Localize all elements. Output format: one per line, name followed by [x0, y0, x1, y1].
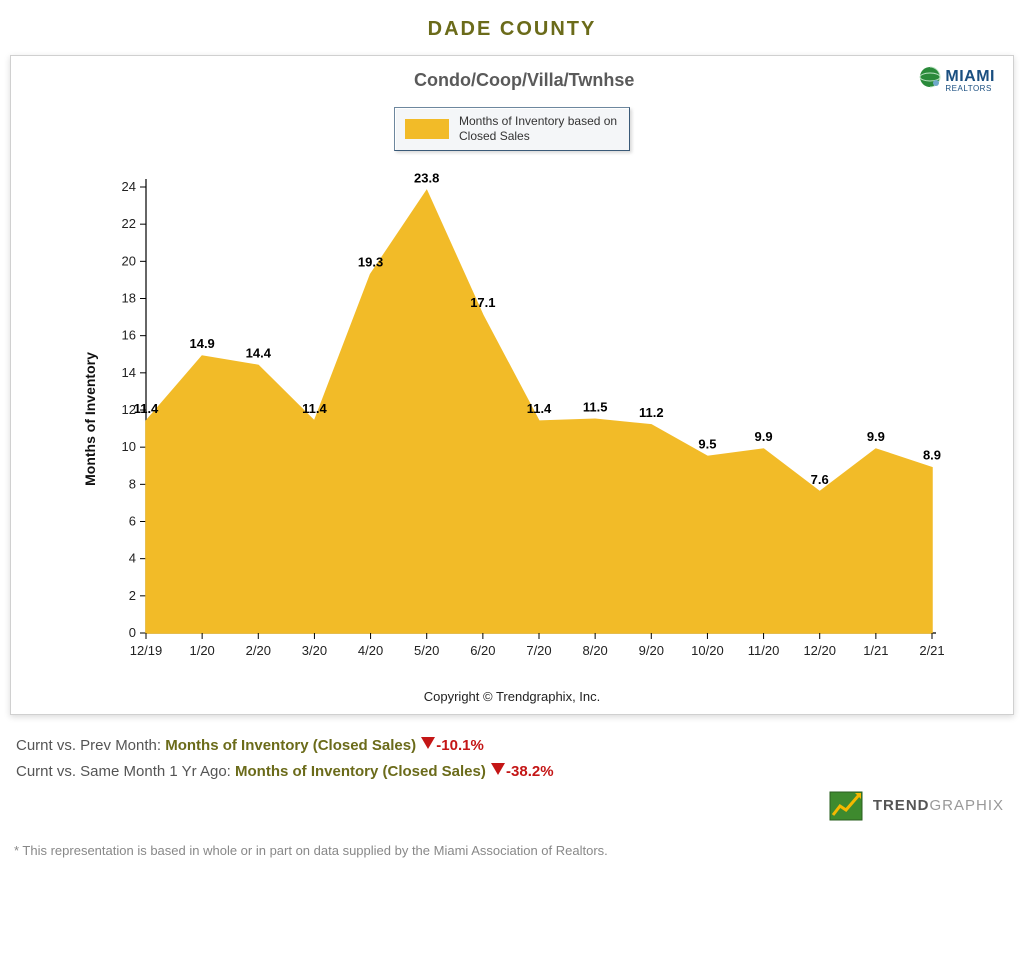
svg-text:18: 18: [122, 291, 136, 306]
svg-text:11.4: 11.4: [134, 401, 159, 416]
legend-label: Months of Inventory based on Closed Sale…: [459, 114, 619, 144]
stat-pct: -38.2%: [506, 763, 554, 780]
stat-metric: Months of Inventory (Closed Sales): [235, 763, 486, 780]
chart-header: Condo/Coop/Villa/Twnhse MIAMI REALTORS: [29, 70, 995, 93]
svg-text:11.5: 11.5: [583, 399, 608, 414]
svg-text:10/20: 10/20: [691, 643, 724, 658]
arrow-down-icon: [490, 759, 506, 785]
y-axis-label: Months of Inventory: [82, 352, 98, 486]
svg-text:7.6: 7.6: [811, 472, 829, 487]
svg-text:17.1: 17.1: [470, 295, 495, 310]
brand-text: MIAMI REALTORS: [945, 68, 995, 92]
svg-text:14.4: 14.4: [246, 345, 272, 360]
arrow-down-icon: [420, 733, 436, 759]
svg-text:2/20: 2/20: [246, 643, 271, 658]
svg-text:9.5: 9.5: [698, 436, 716, 451]
brand-logo: MIAMI REALTORS: [919, 66, 995, 93]
stats-block: Curnt vs. Prev Month: Months of Inventor…: [16, 733, 1008, 785]
trendgraphix-text: TRENDGRAPHIX: [873, 797, 1004, 814]
svg-text:7/20: 7/20: [526, 643, 551, 658]
svg-text:3/20: 3/20: [302, 643, 327, 658]
stat-pct: -10.1%: [436, 737, 484, 754]
svg-text:19.3: 19.3: [358, 254, 383, 269]
stat-row-year-ago: Curnt vs. Same Month 1 Yr Ago: Months of…: [16, 759, 1008, 785]
svg-text:8/20: 8/20: [582, 643, 607, 658]
plot-area: Months of Inventory 02468101214161820222…: [29, 159, 995, 679]
stat-prefix: Curnt vs. Same Month 1 Yr Ago:: [16, 763, 235, 780]
svg-text:8: 8: [129, 476, 136, 491]
svg-text:11.4: 11.4: [527, 401, 552, 416]
svg-text:8.9: 8.9: [923, 448, 941, 463]
legend-swatch: [405, 119, 449, 139]
svg-text:14.9: 14.9: [189, 336, 214, 351]
svg-text:10: 10: [122, 439, 136, 454]
svg-text:23.8: 23.8: [414, 171, 439, 186]
stat-metric: Months of Inventory (Closed Sales): [165, 737, 416, 754]
brand-tag: REALTORS: [945, 86, 995, 92]
footnote: * This representation is based in whole …: [14, 843, 1010, 858]
chart-legend: Months of Inventory based on Closed Sale…: [394, 107, 630, 151]
svg-text:6/20: 6/20: [470, 643, 495, 658]
stat-row-prev-month: Curnt vs. Prev Month: Months of Inventor…: [16, 733, 1008, 759]
svg-text:20: 20: [122, 253, 136, 268]
svg-text:5/20: 5/20: [414, 643, 439, 658]
svg-text:14: 14: [122, 365, 136, 380]
svg-text:2: 2: [129, 588, 136, 603]
svg-text:24: 24: [122, 179, 136, 194]
svg-text:6: 6: [129, 514, 136, 529]
tg-part1: TREND: [873, 797, 930, 814]
svg-text:9/20: 9/20: [639, 643, 664, 658]
area-chart: 02468101214161820222412/191/202/203/204/…: [72, 159, 952, 679]
svg-text:9.9: 9.9: [867, 429, 885, 444]
trendgraphix-logo: TRENDGRAPHIX: [10, 791, 1004, 821]
svg-text:1/21: 1/21: [863, 643, 888, 658]
svg-text:12/19: 12/19: [130, 643, 163, 658]
svg-text:11.4: 11.4: [302, 401, 327, 416]
svg-text:0: 0: [129, 625, 136, 640]
tg-part2: GRAPHIX: [929, 797, 1004, 814]
stat-prefix: Curnt vs. Prev Month:: [16, 737, 165, 754]
svg-text:2/21: 2/21: [919, 643, 944, 658]
svg-text:11.2: 11.2: [639, 405, 664, 420]
svg-text:4/20: 4/20: [358, 643, 383, 658]
chart-container: Condo/Coop/Villa/Twnhse MIAMI REALTORS M…: [10, 55, 1014, 715]
globe-icon: [919, 66, 941, 93]
svg-text:12/20: 12/20: [803, 643, 836, 658]
svg-text:1/20: 1/20: [189, 643, 214, 658]
chart-up-icon: [829, 791, 863, 821]
county-title: DADE COUNTY: [10, 18, 1014, 41]
svg-text:11/20: 11/20: [748, 643, 780, 658]
svg-text:16: 16: [122, 328, 136, 343]
svg-text:9.9: 9.9: [755, 429, 773, 444]
chart-subtitle: Condo/Coop/Villa/Twnhse: [29, 70, 919, 91]
svg-text:4: 4: [129, 551, 136, 566]
brand-name: MIAMI: [945, 68, 995, 85]
svg-text:22: 22: [122, 216, 136, 231]
chart-copyright: Copyright © Trendgraphix, Inc.: [29, 689, 995, 704]
